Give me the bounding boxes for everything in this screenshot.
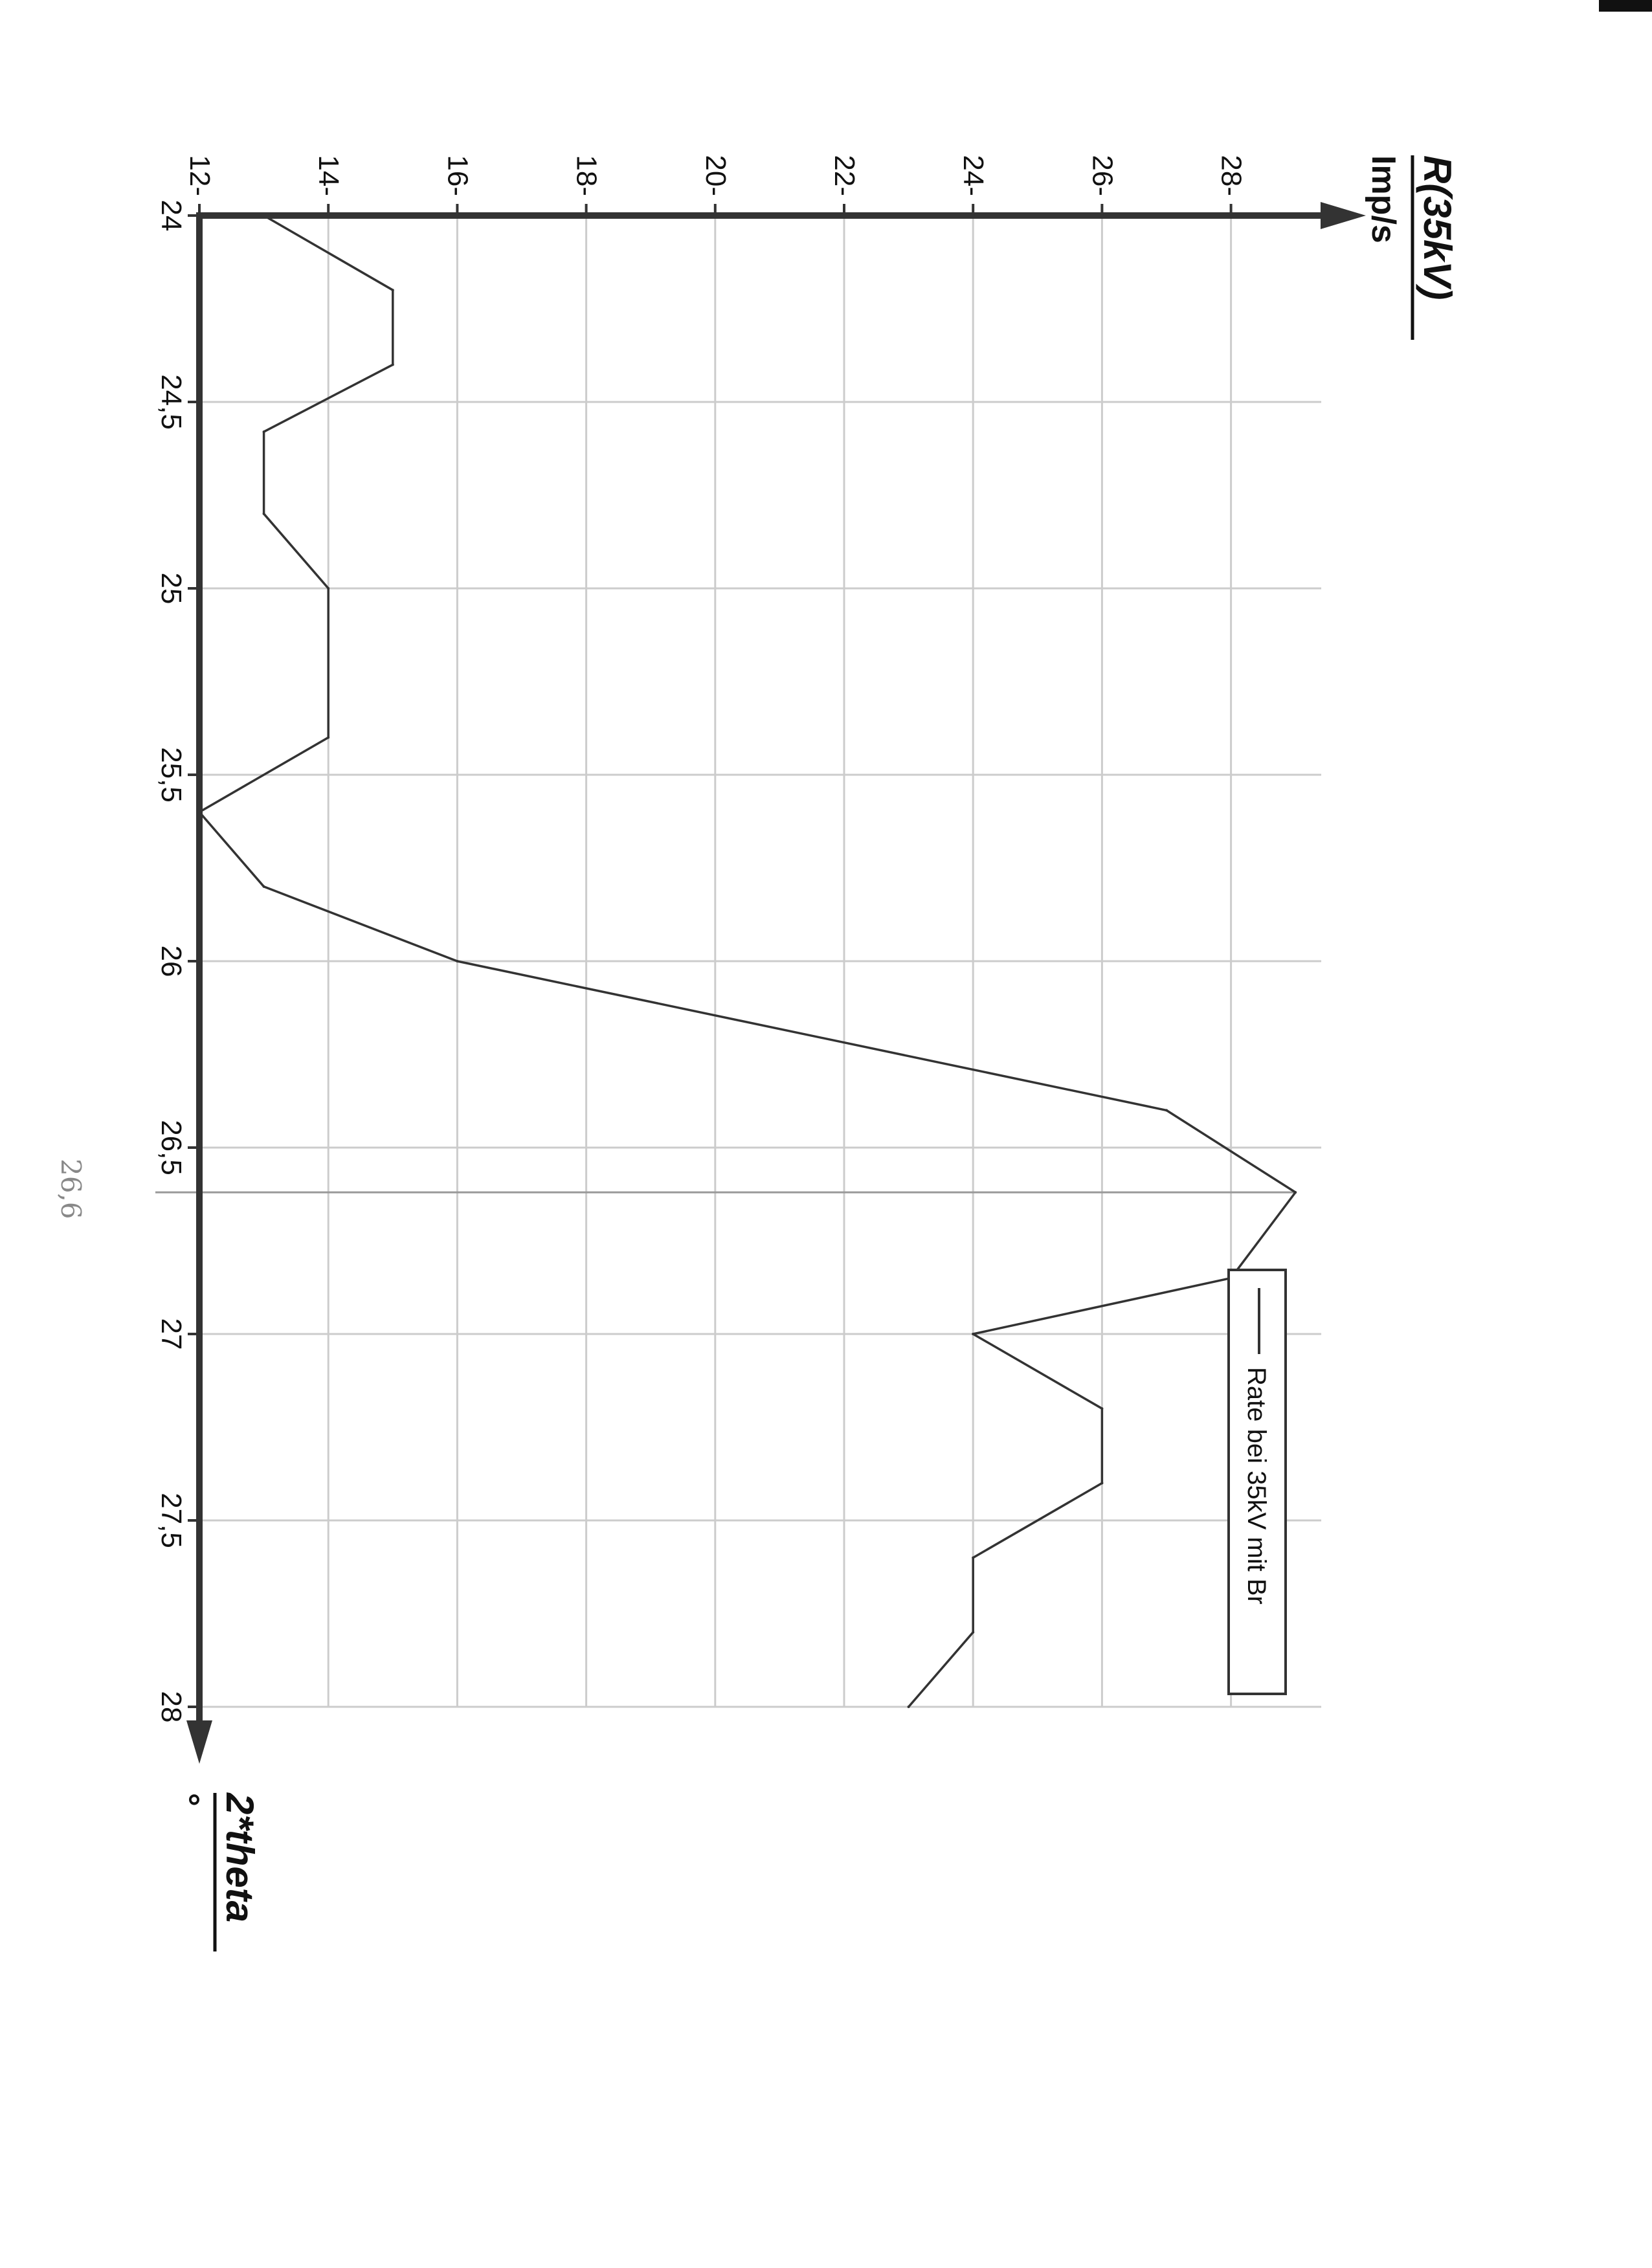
y-axis-arrow: [1321, 202, 1366, 229]
marker-note-group: 26,6: [55, 1159, 87, 1219]
scan-edge-mark: [1599, 0, 1652, 12]
data-point: [327, 587, 330, 590]
data-point: [262, 512, 265, 515]
y-tick-label: 16-: [441, 155, 473, 196]
x-tick-label: 24: [155, 200, 187, 232]
x-tick-label: 25,5: [155, 747, 187, 803]
x-axis-title: 2*theta: [218, 1792, 262, 1922]
data-point: [262, 430, 265, 434]
x-tick-label: 28: [155, 1691, 187, 1723]
data-point: [972, 1556, 975, 1559]
x-tick-labels: 24 24,5 25 25,5 26 26,5 27 27,5 28: [155, 200, 199, 1723]
y-tick-label: 22-: [829, 155, 860, 196]
data-point: [456, 960, 459, 962]
y-axis: [196, 202, 1366, 229]
x-axis-unit: °: [168, 1793, 206, 1807]
y-tick-labels: 12- 14- 16- 18- 20- 22- 24- 26- 28-: [184, 155, 1247, 216]
x-axis-title-group: 2*theta °: [168, 1792, 262, 1951]
data-point: [1165, 1109, 1168, 1112]
marker-note: 26,6: [55, 1159, 87, 1219]
x-tick-label: 24,5: [155, 374, 187, 430]
y-tick-label: 20-: [700, 155, 731, 196]
data-point: [262, 885, 265, 888]
y-tick-label: 18-: [571, 155, 603, 196]
data-point: [1100, 1482, 1104, 1485]
data-point: [1100, 1407, 1104, 1410]
x-tick-label: 27,5: [155, 1493, 187, 1548]
x-axis-arrow: [186, 1720, 212, 1764]
data-point: [907, 1706, 910, 1708]
data-point: [391, 363, 394, 366]
y-tick-label: 12-: [184, 155, 216, 196]
data-point: [972, 1333, 975, 1335]
x-axis: [186, 216, 212, 1764]
x-tick-label: 25: [155, 573, 187, 605]
data-point: [972, 1630, 975, 1634]
data-point: [391, 289, 394, 292]
y-axis-title-group: R(35kV) Imp/s: [1365, 155, 1459, 340]
x-tick-label: 27: [155, 1318, 187, 1350]
legend-box: [1227, 1269, 1287, 1695]
y-tick-label: 28-: [1216, 155, 1247, 196]
x-tick-label: 26: [155, 946, 187, 977]
x-tick-label: 26,5: [155, 1120, 187, 1175]
y-axis-unit: Imp/s: [1365, 155, 1402, 243]
legend: Rate bei 35kV mit Br: [1227, 1269, 1287, 1695]
y-tick-label: 24-: [957, 155, 989, 196]
y-axis-title: R(35kV): [1416, 155, 1459, 300]
data-point: [1294, 1191, 1297, 1194]
y-tick-label: 14-: [313, 155, 344, 196]
y-tick-label: 26-: [1086, 155, 1118, 196]
grid: [199, 216, 1322, 1708]
legend-label: Rate bei 35kV mit Br: [1242, 1367, 1271, 1605]
data-point: [327, 736, 330, 739]
